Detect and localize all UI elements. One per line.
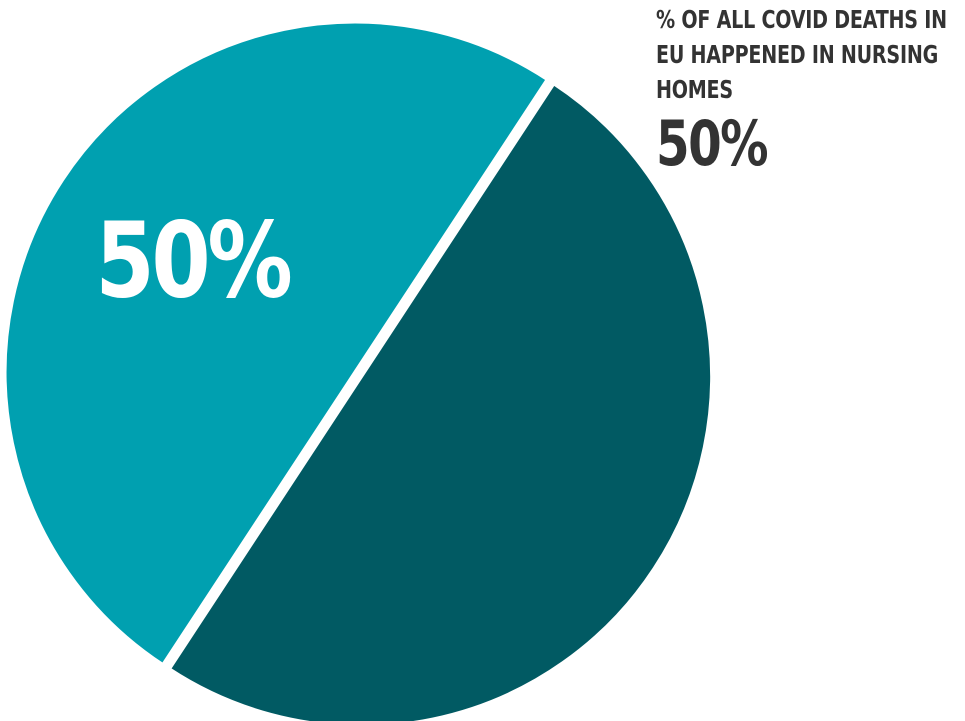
pie-slice-nursing-homes bbox=[167, 81, 714, 721]
annotation-text: % of all covid deaths in EU happened in … bbox=[656, 5, 947, 104]
pie-slice-label: 50% bbox=[95, 201, 291, 321]
pie-slice-other bbox=[3, 20, 550, 667]
annotation-value: 50% bbox=[656, 107, 769, 180]
chart-annotation: % of all covid deaths in EU happened in … bbox=[656, 2, 961, 177]
